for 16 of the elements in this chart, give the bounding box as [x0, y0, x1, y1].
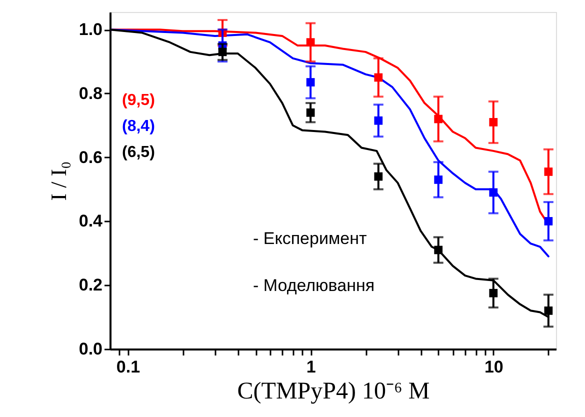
x-axis-title: C(TMPyP4) 10⁻⁶ M [237, 378, 430, 404]
annotation: - Експеримент [253, 229, 367, 248]
y-axis-title: I / I₀ [46, 161, 71, 201]
text: (6,5) [122, 144, 155, 161]
y-tick-label: 0.0 [78, 340, 102, 358]
x-tick-label: 10 [484, 358, 504, 376]
annotation: - Моделювання [253, 276, 375, 295]
text: (9,5) [122, 92, 155, 109]
x-tick-label: 0.1 [116, 358, 140, 376]
y-tick-label: 0.4 [78, 212, 104, 231]
y-tick-label: 0.2 [78, 276, 102, 295]
y-tick-label: 0.8 [78, 84, 102, 103]
x-tick-label: 1 [306, 358, 316, 376]
text: (8,4) [122, 118, 155, 135]
y-tick-label: 0.6 [78, 148, 102, 167]
y-tick-label: 1.0 [78, 20, 102, 40]
